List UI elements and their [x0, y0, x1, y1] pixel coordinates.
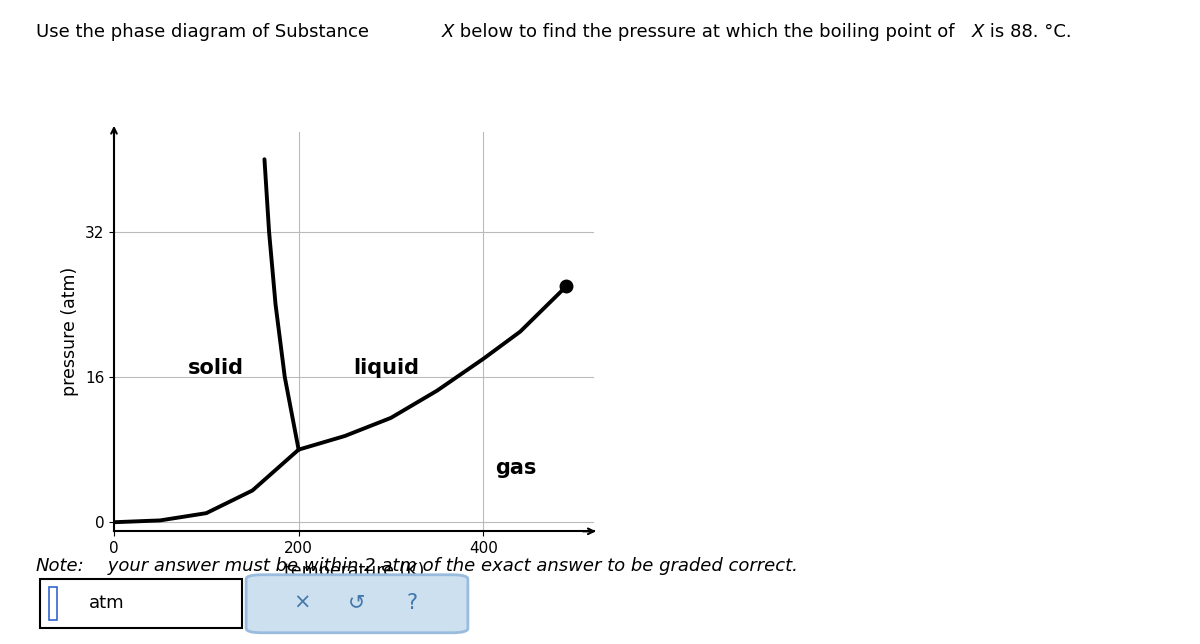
- Text: Use the phase diagram of Substance: Use the phase diagram of Substance: [36, 23, 374, 41]
- Text: below to find the pressure at which the boiling point of: below to find the pressure at which the …: [454, 23, 960, 41]
- Y-axis label: pressure (atm): pressure (atm): [61, 267, 79, 396]
- Text: atm: atm: [89, 594, 124, 612]
- Text: gas: gas: [494, 458, 536, 478]
- FancyBboxPatch shape: [41, 579, 241, 629]
- FancyBboxPatch shape: [246, 574, 468, 633]
- Text: ?: ?: [407, 592, 418, 612]
- Text: ×: ×: [293, 592, 311, 612]
- Text: your answer must be within 2 atm of the exact answer to be graded correct.: your answer must be within 2 atm of the …: [102, 557, 798, 575]
- X-axis label: temperature (K): temperature (K): [284, 562, 424, 580]
- Text: is 88. °C.: is 88. °C.: [984, 23, 1072, 41]
- Text: liquid: liquid: [353, 358, 419, 378]
- Text: solid: solid: [187, 358, 244, 378]
- Text: X: X: [972, 23, 984, 41]
- Text: X: X: [442, 23, 454, 41]
- Text: Note:: Note:: [36, 557, 85, 575]
- FancyBboxPatch shape: [48, 587, 58, 620]
- Text: ↺: ↺: [348, 592, 366, 612]
